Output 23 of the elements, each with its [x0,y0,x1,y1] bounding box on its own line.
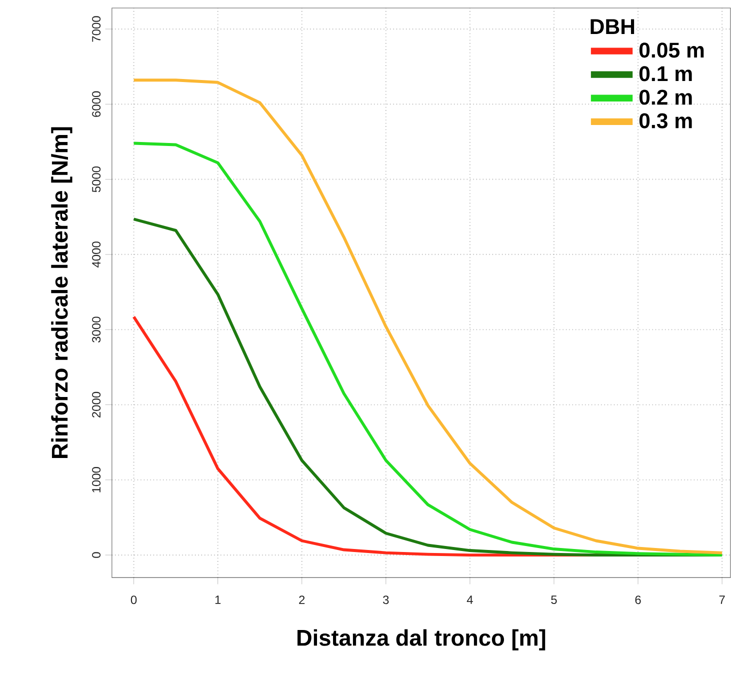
y-tick-label: 4000 [92,242,101,268]
x-tick-label: 6 [635,596,641,604]
y-tick-label: 6000 [92,92,101,118]
y-tick-label: 7000 [92,16,101,42]
x-tick-label: 1 [215,596,221,604]
legend-label: 0.1 m [639,66,692,82]
x-axis-title: Distanza dal tronco [m] [298,629,546,651]
x-tick-label: 3 [383,596,389,604]
legend-label: 0.3 m [639,114,692,129]
x-tick-label: 2 [299,596,305,604]
x-tick-label: 7 [719,596,725,604]
y-tick-label: 0 [92,552,101,558]
legend-label: 0.05 m [639,42,704,58]
legend-label: 0.2 m [639,90,692,106]
legend-title: DBH [590,20,634,34]
y-tick-label: 2000 [92,392,101,418]
x-tick-label: 5 [551,596,557,604]
y-tick-label: 5000 [92,166,101,192]
x-tick-label: 4 [466,596,473,604]
y-tick-label: 1000 [92,467,101,493]
x-tick-label: 0 [130,596,137,604]
y-axis-title: Rinforzo radicale laterale [N/m] [51,128,72,458]
y-tick-label: 3000 [92,316,101,343]
